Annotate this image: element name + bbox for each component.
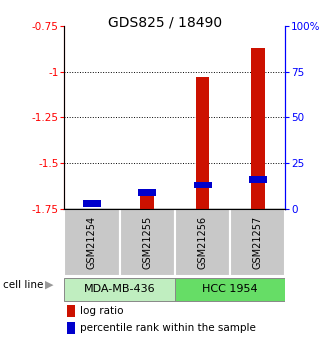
Text: GDS825 / 18490: GDS825 / 18490 [108,16,222,30]
Bar [138,189,156,196]
Bar [140,194,154,209]
Bar [230,209,285,276]
Text: cell line: cell line [3,280,44,289]
Text: log ratio: log ratio [80,306,123,316]
Bar [194,182,212,188]
Text: percentile rank within the sample: percentile rank within the sample [80,323,256,333]
Bar [175,277,285,301]
Bar [85,209,99,211]
Text: GSM21254: GSM21254 [87,216,97,269]
Text: GSM21256: GSM21256 [198,216,208,269]
Bar [119,209,175,276]
Bar [249,176,267,183]
Bar [175,209,230,276]
Text: GSM21257: GSM21257 [253,216,263,269]
Bar [67,322,75,334]
Bar [64,277,175,301]
Bar [67,305,75,317]
Text: HCC 1954: HCC 1954 [202,284,258,294]
Bar [251,48,265,209]
Bar [196,77,210,209]
Text: ▶: ▶ [45,280,53,289]
Bar [64,209,120,276]
Text: GSM21255: GSM21255 [142,216,152,269]
Bar [83,200,101,207]
Text: MDA-MB-436: MDA-MB-436 [84,284,155,294]
